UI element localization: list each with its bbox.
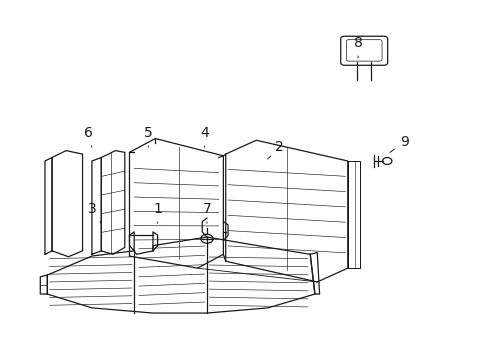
Text: 5: 5 xyxy=(143,126,152,147)
Text: 3: 3 xyxy=(87,202,101,223)
Text: 7: 7 xyxy=(202,202,211,223)
Text: 4: 4 xyxy=(200,126,208,147)
Text: 1: 1 xyxy=(153,202,162,223)
Text: 6: 6 xyxy=(84,126,93,147)
Text: 8: 8 xyxy=(353,36,362,58)
Text: 2: 2 xyxy=(267,140,284,159)
Text: 9: 9 xyxy=(389,135,407,152)
